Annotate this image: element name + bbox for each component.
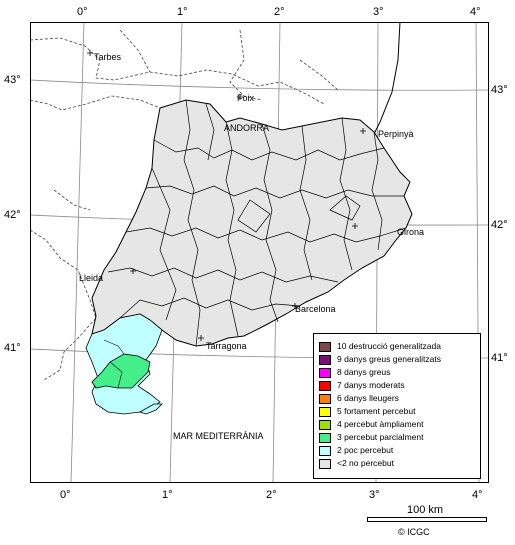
legend-label: 7 danys moderats <box>337 380 405 390</box>
city-markers <box>87 50 366 341</box>
legend-swatch <box>319 394 331 404</box>
legend-item: 5 fortament percebut <box>319 406 479 418</box>
legend-label: 5 fortament percebut <box>337 406 416 416</box>
legend-label: 8 danys greus <box>337 367 391 377</box>
legend-swatch <box>319 368 331 378</box>
scale-label: 100 km <box>407 504 444 516</box>
legend-label: 10 destrucció generalitzada <box>337 341 441 351</box>
legend-label: 2 poc percebut <box>337 445 394 455</box>
legend-swatch <box>319 459 331 469</box>
legend-label: 9 danys greus generalitzats <box>337 354 441 364</box>
legend-item: 6 danys lleugers <box>319 393 479 405</box>
left-tick-43: 43° <box>4 74 21 86</box>
region-not-felt <box>91 99 413 347</box>
legend-item: 9 danys greus generalitzats <box>319 354 479 366</box>
place-tarragona: Tarragona <box>206 341 247 351</box>
bottom-tick-4: 4° <box>472 489 483 501</box>
legend-item: 10 destrucció generalitzada <box>319 341 479 353</box>
place-perpinya: Perpinyà <box>378 129 414 139</box>
place-sea: MAR MEDITERRÀNIA <box>173 431 264 441</box>
bottom-tick-3: 3° <box>369 489 380 501</box>
legend-item: 4 percebut àmpliament <box>319 419 479 431</box>
top-tick-3: 3° <box>373 6 384 18</box>
intensity-legend: 10 destrucció generalitzada 9 danys greu… <box>313 333 481 479</box>
place-foix: Foix <box>237 93 255 103</box>
legend-label: 3 percebut parcialment <box>337 432 424 442</box>
foreign-borders <box>31 29 339 381</box>
place-barcelona: Barcelona <box>295 304 336 314</box>
left-tick-41: 41° <box>4 342 21 354</box>
top-tick-0: 0° <box>77 6 88 18</box>
legend-item: <2 no percebut <box>319 458 479 470</box>
legend-swatch <box>319 433 331 443</box>
legend-swatch <box>319 446 331 456</box>
legend-swatch <box>319 342 331 352</box>
legend-label: 6 danys lleugers <box>337 393 399 403</box>
ebro-delta <box>139 403 163 415</box>
credit-text: © ICGC <box>398 527 430 537</box>
legend-item: 2 poc percebut <box>319 445 479 457</box>
comarca-boundaries <box>107 99 407 347</box>
right-tick-41: 41° <box>491 352 508 364</box>
right-tick-43: 43° <box>491 84 508 96</box>
bottom-tick-2: 2° <box>266 489 277 501</box>
legend-item: 7 danys moderats <box>319 380 479 392</box>
legend-label: 4 percebut àmpliament <box>337 419 424 429</box>
french-coastline <box>371 23 401 139</box>
place-tarbes: Tarbes <box>94 52 122 62</box>
top-tick-1: 1° <box>177 6 188 18</box>
bottom-tick-1: 1° <box>162 489 173 501</box>
right-tick-42: 42° <box>491 219 508 231</box>
legend-swatch <box>319 407 331 417</box>
legend-label: <2 no percebut <box>337 458 394 468</box>
legend-swatch <box>319 355 331 365</box>
place-lleida: Lleida <box>79 273 104 283</box>
place-girona: Girona <box>397 227 425 237</box>
top-tick-2: 2° <box>274 6 285 18</box>
left-tick-42: 42° <box>4 209 21 221</box>
legend-item: 3 percebut parcialment <box>319 432 479 444</box>
top-tick-4: 4° <box>470 6 481 18</box>
legend-swatch <box>319 420 331 430</box>
legend-item: 8 danys greus <box>319 367 479 379</box>
legend-swatch <box>319 381 331 391</box>
bottom-tick-0: 0° <box>60 489 71 501</box>
scale-bar <box>367 517 487 522</box>
place-andorra: ANDORRA <box>224 123 270 133</box>
